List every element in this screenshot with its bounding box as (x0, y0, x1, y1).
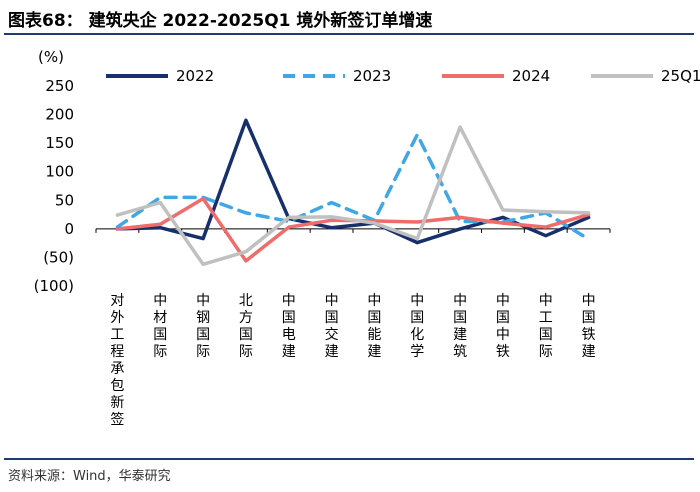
figure-label: 图表68： (8, 11, 83, 31)
x-category-label: 中国铁建 (582, 293, 596, 360)
x-category-label: 中国中铁 (496, 293, 510, 360)
y-tick-label: 0 (64, 220, 74, 238)
figure-heading: 建筑央企 2022-2025Q1 境外新签订单增速 (88, 11, 433, 31)
legend-label: 25Q1 (661, 67, 700, 85)
x-category-label: 中国电建 (282, 293, 296, 360)
y-tick-label: 50 (55, 191, 74, 209)
y-tick-label: 150 (45, 134, 74, 152)
source-note: 资料来源：Wind，华泰研究 (8, 469, 171, 484)
x-category-label: 中钢国际 (196, 293, 210, 360)
chart-axes: (%) (100) (50) 0 50 100 150 200 250 对外工程承包新签 中材国际 中… (34, 48, 611, 428)
x-category-label: 对外工程承包新签 (110, 293, 124, 428)
chart-legend: 2022 2023 2024 25Q1 (106, 67, 700, 85)
y-tick-label: (100) (34, 277, 74, 295)
series-layer (115, 118, 591, 267)
y-tick-label: 250 (45, 77, 74, 95)
top-rule (4, 33, 694, 35)
y-tick-label: 100 (45, 163, 74, 181)
legend-label: 2022 (176, 67, 214, 85)
series-line (115, 125, 591, 267)
y-tick-label: 200 (45, 106, 74, 124)
y-tick-label: (50) (43, 248, 74, 266)
figure-title: 图表68： 建筑央企 2022-2025Q1 境外新签订单增速 (8, 6, 432, 31)
x-category-label: 中国能建 (367, 293, 381, 360)
bottom-rule (4, 458, 694, 460)
x-category-label: 中材国际 (153, 293, 167, 360)
x-category-label: 中工国际 (539, 293, 553, 360)
series-line (115, 132, 591, 241)
y-axis-unit-label: (%) (38, 48, 64, 66)
x-category-label: 中国建筑 (453, 293, 467, 360)
x-category-label: 中国交建 (325, 293, 339, 360)
x-category-label: 中国化学 (410, 293, 424, 360)
x-category-label: 北方国际 (239, 293, 253, 360)
legend-label: 2024 (512, 67, 550, 85)
legend-label: 2023 (353, 67, 391, 85)
